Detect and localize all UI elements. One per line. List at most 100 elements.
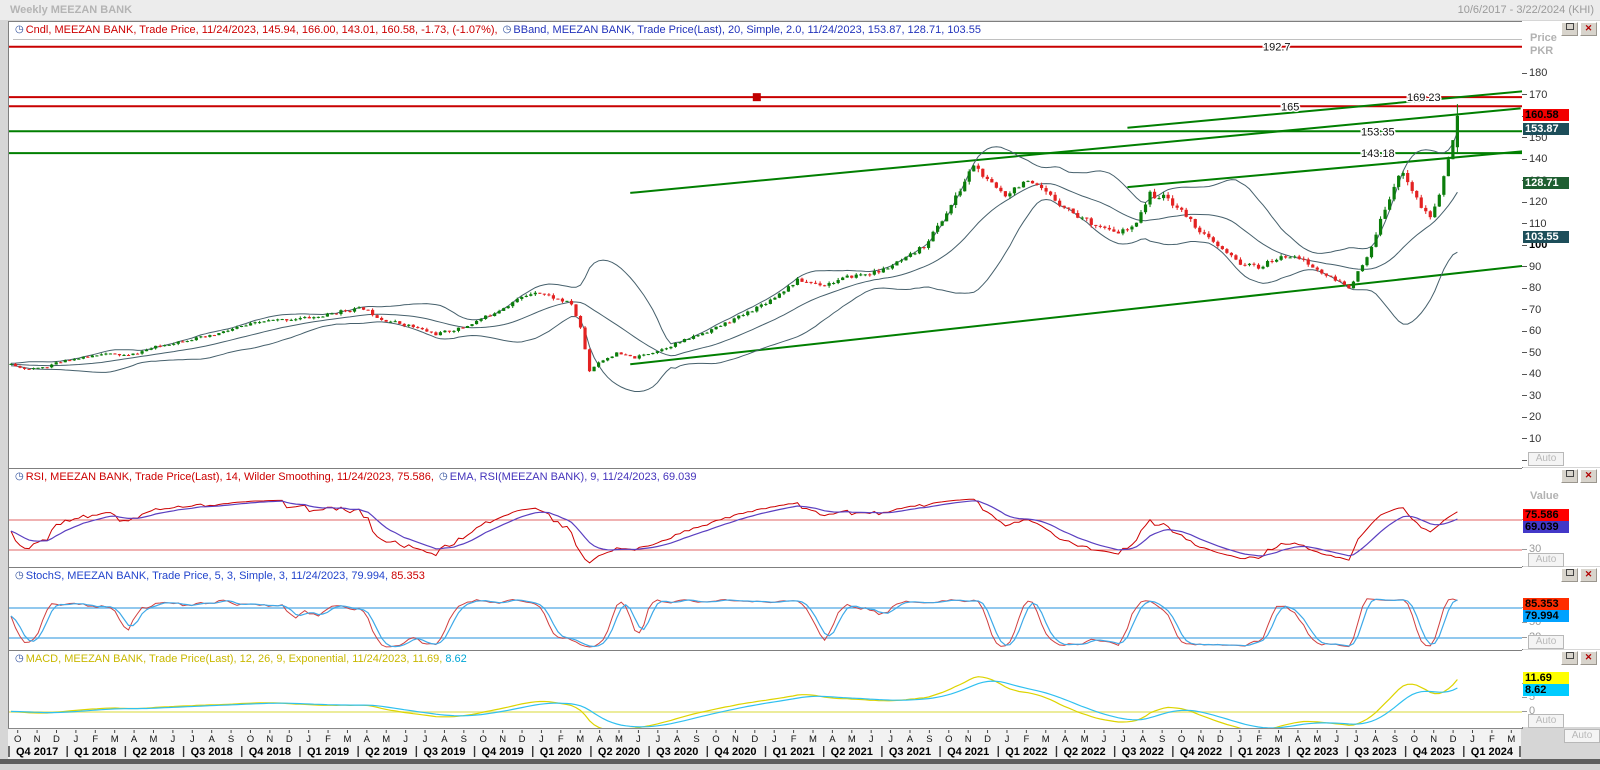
svg-text:Q4 2022: Q4 2022 [1180, 746, 1222, 758]
svg-text:Q2 2018: Q2 2018 [132, 746, 174, 758]
properties-icon[interactable]: ◷ [15, 24, 24, 35]
svg-text:S: S [228, 734, 234, 745]
axis-tick: 5 [1522, 691, 1535, 703]
svg-text:A: A [209, 734, 216, 745]
axis-unit-label: PKR [1530, 45, 1554, 57]
value-badge: 79.994 [1523, 610, 1569, 623]
stoch-legend-text: StochS, MEEZAN BANK, Trade Price, 5, 3, … [25, 570, 392, 582]
svg-text:J: J [1354, 734, 1359, 745]
svg-text:M: M [615, 734, 623, 745]
close-icon[interactable]: ✕ [1580, 469, 1597, 483]
svg-text:O: O [712, 734, 719, 745]
svg-text:192.7: 192.7 [1263, 42, 1291, 54]
svg-text:D: D [751, 734, 758, 745]
svg-text:Q4 2019: Q4 2019 [482, 746, 524, 758]
value-badge: 11.69 [1523, 672, 1569, 685]
axis-unit-label: Value [1530, 490, 1559, 502]
svg-text:F: F [92, 734, 98, 745]
stochastic-chart-plot[interactable] [9, 568, 1522, 650]
svg-text:Q1 2019: Q1 2019 [307, 746, 349, 758]
restore-icon[interactable] [1561, 651, 1578, 665]
value-badge: 153.87 [1523, 123, 1569, 136]
svg-text:D: D [53, 734, 60, 745]
svg-text:O: O [1178, 734, 1185, 745]
close-icon[interactable]: ✕ [1580, 568, 1597, 582]
svg-text:Q3 2019: Q3 2019 [423, 746, 465, 758]
axis-tick: 120 [1522, 196, 1547, 208]
svg-text:O: O [945, 734, 952, 745]
auto-scale-button[interactable]: Auto [1528, 714, 1564, 728]
macd-chart-plot[interactable] [9, 651, 1522, 728]
pane-window-buttons: ✕ [1559, 568, 1597, 586]
svg-text:N: N [34, 734, 41, 745]
properties-icon[interactable]: ◷ [15, 653, 24, 664]
stochastic-pane: ◷ StochS, MEEZAN BANK, Trade Price, 5, 3,… [8, 567, 1523, 651]
svg-text:S: S [926, 734, 932, 745]
svg-text:A: A [131, 734, 138, 745]
svg-text:M: M [1081, 734, 1089, 745]
properties-icon[interactable]: ◷ [502, 24, 512, 35]
svg-text:M: M [111, 734, 119, 745]
properties-icon[interactable]: ◷ [15, 570, 24, 581]
svg-text:M: M [1042, 734, 1050, 745]
restore-icon[interactable] [1561, 469, 1578, 483]
axis-tick: 0 [1522, 705, 1535, 717]
axis-tick: 60 [1522, 325, 1541, 337]
svg-text:D: D [1217, 734, 1224, 745]
macd-pane: ◷ MACD, MEEZAN BANK, Trade Price(Last), 1… [8, 650, 1523, 729]
svg-text:J: J [539, 734, 544, 745]
svg-text:J: J [1470, 734, 1475, 745]
axis-tick: 20 [1522, 411, 1541, 423]
rsi-legend-text: RSI, MEEZAN BANK, Trade Price(Last), 14,… [25, 471, 437, 483]
rsi-pane: ◷ RSI, MEEZAN BANK, Trade Price(Last), 14… [8, 468, 1523, 568]
value-badge: 160.58 [1523, 108, 1569, 121]
svg-text:S: S [1392, 734, 1398, 745]
price-chart-plot[interactable]: 192.7 169.23 165 153.35 143.18 [9, 22, 1522, 468]
svg-text:M: M [1275, 734, 1283, 745]
svg-text:Q4 2018: Q4 2018 [249, 746, 291, 758]
properties-icon[interactable]: ◷ [439, 471, 448, 482]
svg-text:J: J [74, 734, 79, 745]
price-pane: 192.7 169.23 165 153.35 143.18 ◷ Cndl, MEEZAN… [8, 21, 1523, 469]
svg-text:M: M [150, 734, 158, 745]
auto-scale-button[interactable]: Auto [1528, 553, 1564, 567]
restore-icon[interactable] [1561, 568, 1578, 582]
auto-scale-button[interactable]: Auto [1528, 635, 1564, 649]
svg-text:N: N [266, 734, 273, 745]
svg-text:Q4 2023: Q4 2023 [1413, 746, 1455, 758]
svg-text:N: N [499, 734, 506, 745]
time-auto-button[interactable]: Auto [1564, 729, 1600, 743]
axis-tick: 10 [1522, 433, 1541, 445]
svg-text:N: N [1430, 734, 1437, 745]
svg-text:A: A [907, 734, 914, 745]
axis-tick: 70 [1522, 304, 1541, 316]
rsi-chart-plot[interactable] [9, 469, 1522, 567]
svg-text:Q2 2023: Q2 2023 [1296, 746, 1338, 758]
axis-tick: 40 [1522, 368, 1541, 380]
axis-tick: 140 [1522, 153, 1547, 165]
macd-signal-value: 8.62 [445, 653, 467, 665]
svg-text:J: J [190, 734, 195, 745]
svg-text:Q3 2022: Q3 2022 [1122, 746, 1164, 758]
svg-text:M: M [382, 734, 390, 745]
svg-text:J: J [1102, 734, 1107, 745]
close-icon[interactable]: ✕ [1580, 22, 1597, 36]
svg-text:D: D [286, 734, 293, 745]
axis-tick: 50 [1522, 347, 1541, 359]
auto-scale-button[interactable]: Auto [1528, 452, 1564, 466]
svg-text:J: J [1334, 734, 1339, 745]
pane-window-buttons: ✕ [1559, 469, 1597, 487]
svg-text:N: N [965, 734, 972, 745]
stochastic-legend: ◷ StochS, MEEZAN BANK, Trade Price, 5, 3,… [13, 570, 431, 583]
svg-text:Q1 2022: Q1 2022 [1005, 746, 1047, 758]
svg-text:J: J [403, 734, 408, 745]
properties-icon[interactable]: ◷ [15, 471, 24, 482]
svg-text:J: J [636, 734, 641, 745]
close-icon[interactable]: ✕ [1580, 651, 1597, 665]
restore-icon[interactable] [1561, 22, 1578, 36]
bottom-scrollbar[interactable] [0, 759, 1600, 764]
